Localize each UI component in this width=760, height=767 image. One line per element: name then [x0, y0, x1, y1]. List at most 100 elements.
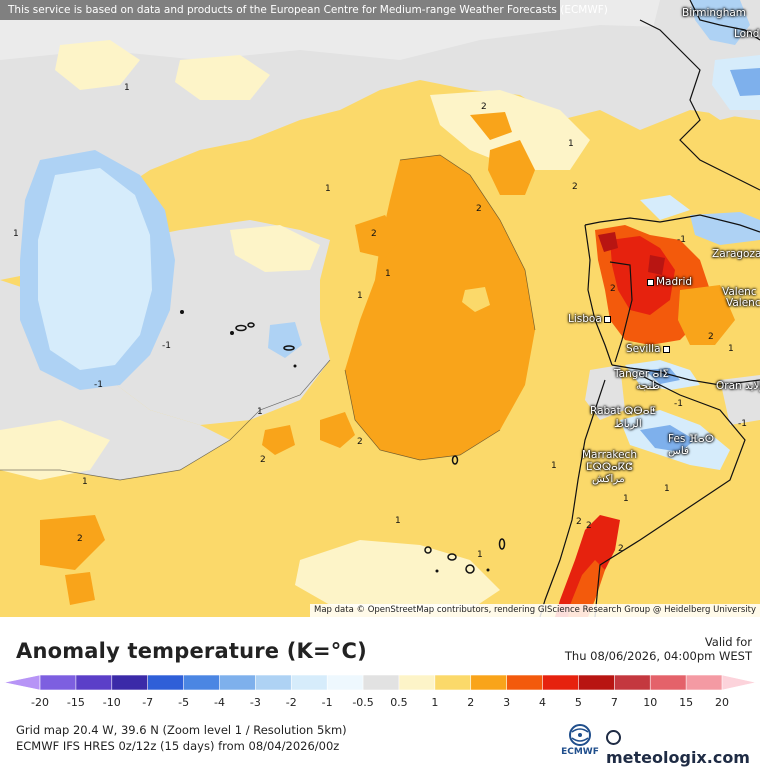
scale-swatch [255, 674, 293, 691]
city-label: Birmingham [682, 7, 747, 19]
scale-swatch [398, 674, 436, 691]
scale-tick-label: 4 [539, 696, 546, 709]
scale-swatch [614, 674, 652, 691]
contour-label: 1 [82, 477, 88, 487]
contour-label: 1 [124, 83, 130, 93]
neutral-anomaly-region [0, 0, 760, 425]
contour-label: 2 [708, 332, 714, 342]
scale-swatch [578, 674, 616, 691]
contour-label: 2 [371, 229, 377, 239]
scale-tick-label: -1 [322, 696, 333, 709]
color-scale: -20 -15 -10 -7 -5 -4 -3 -2 -1 -0.5 0.5 1 2 3 4 5 7 10 15 20 [3, 674, 757, 709]
city-label: فاس [668, 445, 690, 457]
scale-tick-label: -2 [286, 696, 297, 709]
city-label: Zaragoza [712, 248, 760, 260]
city-marker-icon [662, 345, 670, 353]
contour-label: -1 [162, 341, 171, 351]
city-label: Oran ولايد [716, 380, 760, 392]
grid-info: Grid map 20.4 W, 39.6 N (Zoom level 1 / … [16, 723, 347, 737]
contour-label: 1 [13, 229, 19, 239]
scale-tick-label: -5 [178, 696, 189, 709]
meteologix-logo[interactable]: meteologix.com [606, 729, 760, 767]
contour-label: 1 [664, 484, 670, 494]
contour-label: 1 [385, 269, 391, 279]
city-label: طنجة [636, 380, 660, 392]
scale-tick-label: 1 [431, 696, 438, 709]
valid-time: Thu 08/06/2026, 04:00pm WEST [564, 649, 752, 663]
contour-label: 2 [586, 521, 592, 531]
scale-swatch [290, 674, 328, 691]
contour-label: 2 [481, 102, 487, 112]
contour-label: 2 [618, 544, 624, 554]
osm-attribution[interactable]: Map data © OpenStreetMap contributors, r… [310, 604, 760, 617]
scale-swatch [470, 674, 508, 691]
scale-tick-label: 15 [679, 696, 693, 709]
scale-swatch [3, 674, 41, 691]
city-label: مراكش [592, 473, 625, 485]
scale-tick-label: -7 [142, 696, 153, 709]
scale-tick-label: -3 [250, 696, 261, 709]
scale-tick-label: -10 [103, 696, 121, 709]
scale-swatch [685, 674, 723, 691]
scale-tick-label: 10 [643, 696, 657, 709]
scale-tick-label: -0.5 [352, 696, 373, 709]
ecmwf-globe-icon [569, 724, 591, 746]
city-label: Madrid [645, 276, 692, 288]
contour-label: 1 [568, 139, 574, 149]
contour-label: 1 [477, 550, 483, 560]
scale-tick-label: 0.5 [390, 696, 408, 709]
contour-label: -1 [677, 235, 686, 245]
ecmwf-attribution: This service is based on data and produc… [0, 0, 608, 20]
ecmwf-logo: ECMWF [560, 722, 600, 760]
contour-label: 2 [476, 204, 482, 214]
contour-label: 1 [395, 516, 401, 526]
scale-swatch [111, 674, 149, 691]
contour-label: 2 [77, 534, 83, 544]
contour-label: 1 [551, 461, 557, 471]
scale-swatch [39, 674, 77, 691]
city-label: Valenc [726, 297, 760, 309]
scale-tick-label: -20 [31, 696, 49, 709]
scale-swatch [649, 674, 687, 691]
contour-label: 2 [576, 517, 582, 527]
scale-tick-label: -4 [214, 696, 225, 709]
city-label: Lond [734, 28, 760, 40]
scale-tick-label: 3 [503, 696, 510, 709]
valid-label: Valid for [704, 635, 752, 649]
scale-swatch [434, 674, 472, 691]
scale-swatch [362, 674, 400, 691]
contour-label: 1 [257, 407, 263, 417]
city-label: Marrakech [582, 449, 637, 461]
contour-label: 1 [357, 291, 363, 301]
legend-title: Anomaly temperature (K=°C) [16, 639, 367, 663]
map-view[interactable]: This service is based on data and produc… [0, 0, 760, 617]
city-marker-icon [603, 315, 611, 323]
contour-label: 1 [728, 344, 734, 354]
scale-tick-label: -15 [67, 696, 85, 709]
scale-swatch [183, 674, 221, 691]
scale-swatch [326, 674, 364, 691]
scale-tick-label: 7 [611, 696, 618, 709]
contour-label: 2 [260, 455, 266, 465]
scale-swatch [506, 674, 544, 691]
contour-label: 2 [357, 437, 363, 447]
city-label: Fes ⴼⴰⵙ [668, 433, 715, 445]
contour-label: 1 [623, 494, 629, 504]
scale-tick-label: 2 [467, 696, 474, 709]
scale-tick-label: 5 [575, 696, 582, 709]
meteologix-ring-icon [606, 730, 621, 745]
scale-swatch [219, 674, 257, 691]
contour-label: 1 [325, 184, 331, 194]
city-label: Lisboa [568, 313, 613, 325]
contour-label: -1 [738, 419, 747, 429]
model-info: ECMWF IFS HRES 0z/12z (15 days) from 08/… [16, 739, 340, 753]
contour-label: -1 [94, 380, 103, 390]
scale-tick-label: 20 [715, 696, 729, 709]
scale-swatch [721, 674, 757, 691]
contour-label: 2 [572, 182, 578, 192]
city-label: ⵎⵕⵕⴰⴽⵛ [586, 461, 633, 473]
contour-label: 2 [610, 284, 616, 294]
contour-label: -1 [674, 399, 683, 409]
city-marker-icon [647, 278, 654, 286]
scale-swatch [542, 674, 580, 691]
